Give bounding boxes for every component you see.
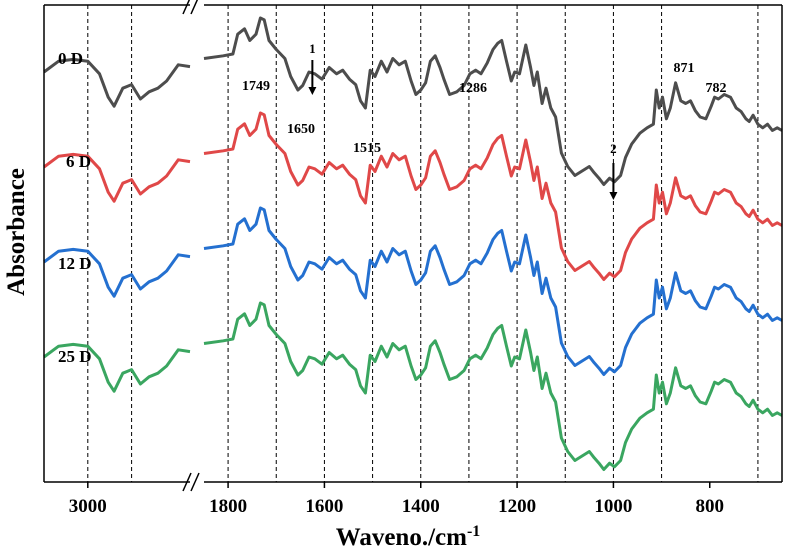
series-line-right [203, 301, 783, 471]
x-axis-title-sup: -1 [467, 523, 480, 540]
axes [43, 0, 783, 492]
axis-break-mark [182, 472, 192, 492]
spectra [43, 16, 783, 471]
axis-break-mark [190, 0, 199, 15]
x-tick-label: 1600 [305, 496, 343, 517]
peak-label: 1650 [287, 122, 315, 137]
x-tick-label: 3000 [69, 496, 107, 517]
labels: 3000 1800 1600 1400 1200 1000 800 Waveno./cm-1 A… [3, 49, 727, 550]
peak-label: 782 [706, 81, 727, 96]
axis-break-mark [190, 472, 200, 492]
series-line-left [43, 57, 191, 108]
x-tick-label: 1200 [498, 496, 536, 517]
axis-break-mark [182, 0, 191, 15]
x-tick-label: 1000 [594, 496, 632, 517]
series-label: 12 D [58, 254, 92, 273]
x-tick-label: 1800 [209, 496, 247, 517]
peak-label: 1749 [242, 79, 270, 94]
series-0 [43, 16, 783, 186]
series-line-right [203, 16, 783, 186]
peak-label: 1286 [459, 81, 487, 96]
series-line-left [43, 247, 191, 298]
annotations: 12 [308, 41, 618, 200]
series-line-right [203, 111, 783, 281]
series-1 [43, 111, 783, 281]
arrow-label: 1 [309, 41, 316, 56]
peak-label: 871 [674, 61, 695, 76]
gridlines [87, 5, 759, 482]
arrow-head [609, 192, 618, 200]
series-line-left [43, 342, 191, 393]
x-tick-label: 800 [696, 496, 725, 517]
series-label: 0 D [58, 49, 83, 68]
series-line-right [203, 206, 783, 376]
series-2 [43, 206, 783, 376]
arrow-head [308, 87, 317, 95]
arrow-label: 2 [610, 141, 617, 156]
series-line-left [43, 152, 191, 203]
series-label: 6 D [66, 152, 91, 171]
peak-label: 1515 [353, 141, 381, 156]
x-axis-title: Waveno./cm-1 [336, 523, 481, 550]
series-3 [43, 301, 783, 471]
series-label: 25 D [58, 347, 92, 366]
y-axis-title: Absorbance [3, 168, 30, 296]
x-tick-label: 1400 [402, 496, 440, 517]
